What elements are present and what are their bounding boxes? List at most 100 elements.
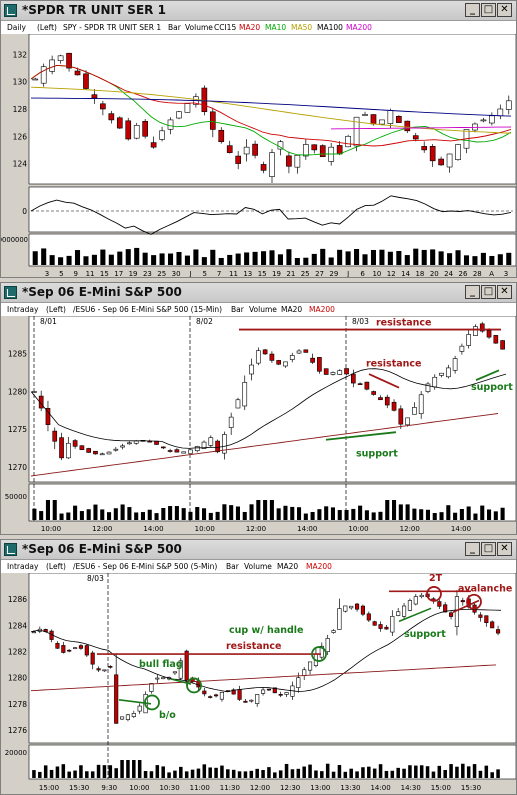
- volume-bar: [227, 254, 233, 265]
- x-tick-label: 13: [243, 270, 252, 278]
- candle: [99, 453, 105, 456]
- x-tick-label: 6: [360, 270, 365, 278]
- volume-bar: [86, 509, 91, 520]
- volume-bar: [354, 249, 360, 265]
- x-tick-label: 14:00: [297, 525, 317, 533]
- title-bar[interactable]: *Sep 06 E-Mini S&P 500 _ □ ✕: [1, 540, 516, 560]
- title-bar[interactable]: *Sep 06 E-Mini S&P 500 _ □ ✕: [1, 283, 516, 303]
- maximize-button[interactable]: □: [481, 285, 496, 299]
- y-tick-label: 132: [13, 50, 28, 59]
- day-label: 8/03: [87, 574, 104, 583]
- candle: [466, 334, 472, 346]
- y-tick-label: 1285: [8, 350, 27, 359]
- volume-bar: [472, 256, 478, 265]
- es-5min-chart-window[interactable]: *Sep 06 E-Mini S&P 500 _ □ ✕ Intraday (L…: [0, 539, 517, 795]
- volume-bar: [372, 768, 377, 778]
- volume-bar: [351, 508, 356, 520]
- volume-bar: [143, 771, 148, 778]
- volume-bar: [43, 765, 48, 778]
- volume-bar: [176, 251, 182, 265]
- title-bar[interactable]: *SPDR TR UNIT SER 1 _ □ ✕: [1, 1, 516, 21]
- window-title: *Sep 06 E-Mini S&P 500: [22, 285, 182, 299]
- chart-info-bar: Intraday (Left) /ESU6 - Sep 06 E-Mini S&…: [1, 560, 516, 573]
- volume-bar: [487, 509, 492, 520]
- daily-price-chart[interactable]: 1321301281261240200000000359111517192325…: [1, 34, 516, 278]
- volume-bar: [134, 247, 140, 265]
- candle: [439, 372, 444, 376]
- candle: [412, 135, 419, 140]
- intraday-15min-chart[interactable]: 1285 1280 1275 1270 8/01 8/02 8/03 resistance re…: [1, 316, 516, 535]
- minimize-button[interactable]: _: [465, 285, 480, 299]
- close-button[interactable]: ✕: [497, 285, 512, 299]
- candle: [184, 650, 189, 681]
- volume-scale-label: 20000: [5, 749, 27, 757]
- ma100-line: [31, 97, 512, 117]
- volume-bar: [344, 509, 349, 520]
- volume-scale-label: 200000000: [1, 236, 28, 244]
- volume-bar: [405, 504, 410, 520]
- volume-bar: [184, 255, 190, 265]
- candle: [286, 155, 292, 167]
- candle: [243, 146, 250, 155]
- candle: [372, 621, 377, 626]
- symbol-label: SPY - SPDR TR UNIT SER 1: [63, 23, 162, 32]
- volume-bar: [364, 510, 369, 520]
- volume-bar: [127, 507, 132, 520]
- volume-bar: [493, 511, 498, 520]
- candle: [303, 349, 309, 353]
- close-button[interactable]: ✕: [497, 3, 512, 17]
- x-tick-label: 12:00: [400, 525, 420, 533]
- candle: [384, 626, 389, 630]
- study-cci: CCI15: [214, 23, 237, 32]
- candle: [413, 596, 418, 605]
- candle: [379, 119, 385, 125]
- x-tick-label: J: [346, 270, 349, 278]
- volume-bar: [472, 764, 477, 778]
- maximize-button[interactable]: □: [481, 3, 496, 17]
- volume-bar: [190, 769, 195, 778]
- daily-chart-window[interactable]: *SPDR TR UNIT SER 1 _ □ ✕ Daily (Left) S…: [0, 0, 517, 278]
- candle: [52, 430, 58, 442]
- volume-bar: [108, 765, 113, 778]
- y-tick-label: 130: [13, 78, 28, 87]
- minimize-button[interactable]: _: [465, 3, 480, 17]
- chart-window-icon: [4, 286, 17, 299]
- candle: [178, 660, 183, 679]
- candle: [390, 616, 395, 633]
- period-label: Intraday: [7, 305, 39, 314]
- volume-bar: [85, 771, 89, 778]
- x-tick-label: 12:00: [92, 525, 112, 533]
- candle: [323, 368, 329, 375]
- x-tick-label: 19: [129, 270, 138, 278]
- bull-flag-label: bull flag: [139, 659, 183, 670]
- window-title: *SPDR TR UNIT SER 1: [22, 3, 166, 17]
- study-ma200: MA200: [309, 305, 335, 314]
- candle: [86, 448, 92, 453]
- volume-bar: [73, 770, 77, 778]
- intraday-5min-chart[interactable]: 1286 1284 1282 1280 1278 1276 8/03 resistance cu…: [1, 573, 516, 795]
- candle: [489, 115, 495, 124]
- volume-bar: [461, 763, 465, 778]
- close-button[interactable]: ✕: [497, 542, 512, 556]
- es-15min-chart-window[interactable]: *Sep 06 E-Mini S&P 500 _ □ ✕ Intraday (L…: [0, 282, 517, 535]
- candle: [91, 94, 98, 99]
- volume-bar: [480, 505, 485, 520]
- volume-bar: [215, 511, 220, 520]
- volume-bar: [431, 771, 436, 778]
- volume-bar: [79, 511, 84, 520]
- volume-bar: [255, 768, 259, 778]
- volume-bar: [277, 254, 283, 265]
- volume-bar: [142, 252, 148, 265]
- candle: [83, 73, 89, 89]
- minimize-button[interactable]: _: [465, 542, 480, 556]
- volume-bar: [362, 254, 368, 265]
- x-tick-label: 14:00: [451, 525, 471, 533]
- volume-bar: [208, 767, 212, 778]
- volume-bar: [220, 765, 224, 778]
- volume-bar: [66, 255, 72, 265]
- candle: [260, 689, 266, 694]
- candle: [396, 611, 401, 616]
- maximize-button[interactable]: □: [481, 542, 496, 556]
- x-tick-label: 14:30: [401, 784, 421, 792]
- ma20-line: [30, 368, 507, 449]
